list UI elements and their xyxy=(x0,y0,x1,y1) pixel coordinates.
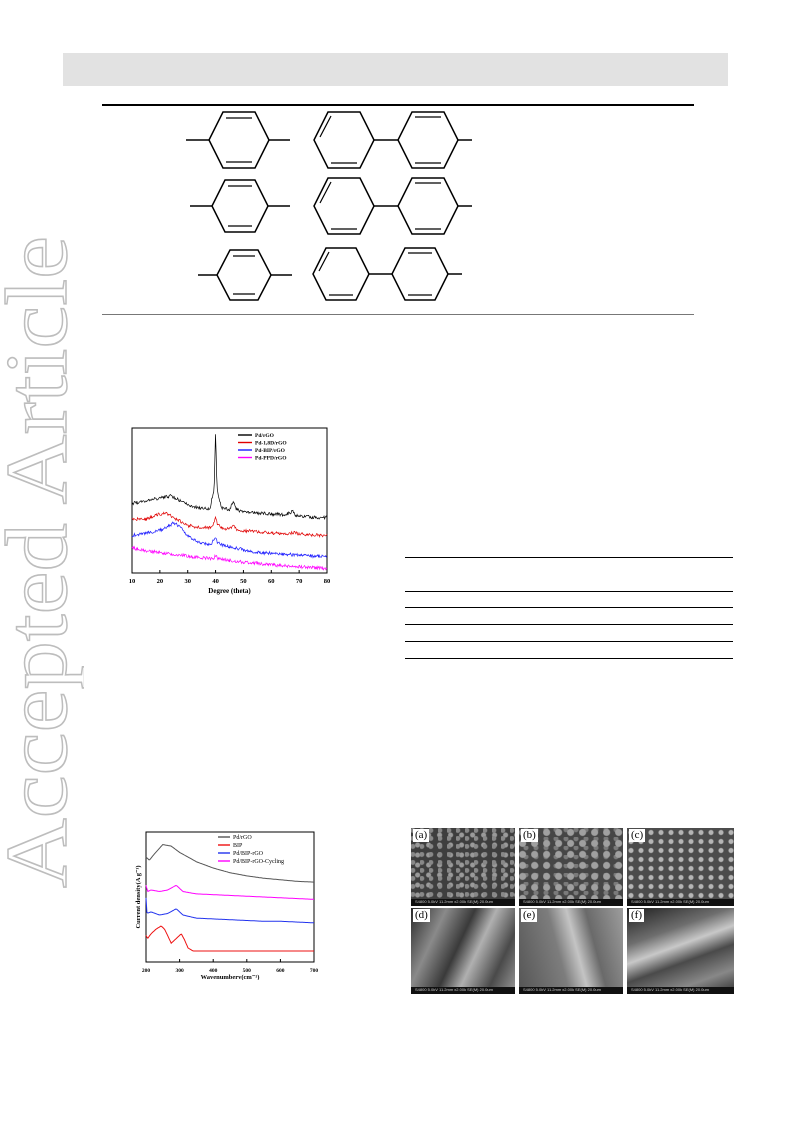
table-bottom-rule xyxy=(102,314,694,315)
sem-label-c: (c) xyxy=(629,829,646,842)
sem-panel-c: (c) S4800 5.0kV 11.2mm x2.00k SE(M) 20.0… xyxy=(627,828,734,906)
sem-panel-b: (b) S4800 5.0kV 11.2mm x2.00k SE(M) 20.0… xyxy=(519,828,623,906)
x-tick-label-6: 70 xyxy=(296,578,303,585)
right-table-rule-2 xyxy=(405,591,733,592)
series-line-3 xyxy=(131,545,328,571)
table-top-rule xyxy=(102,104,694,106)
sem-label-e: (e) xyxy=(521,909,538,922)
x-tick-label-1: 300 xyxy=(175,968,184,974)
sem-footer-b: S4800 5.0kV 11.2mm x2.00k SE(M) 20.0um xyxy=(519,899,623,906)
sem-label-f: (f) xyxy=(629,909,644,922)
sem-label-a: (a) xyxy=(413,829,430,842)
sem-label-d: (d) xyxy=(413,909,430,922)
series-line-2 xyxy=(145,897,314,924)
sem-footer-d: S4800 5.0kV 11.2mm x2.00k SE(M) 20.0um xyxy=(411,987,515,994)
legend-label-0: Pd/rGO xyxy=(233,835,252,841)
legend-label-2: Pd/BIP-rGO xyxy=(233,851,264,857)
legend-label-3: Pd-PPD/rGO xyxy=(255,455,287,461)
sem-label-b: (b) xyxy=(521,829,538,842)
legend-label-0: Pd/rGO xyxy=(255,433,275,439)
biphenyl-structure-1 xyxy=(313,111,472,169)
series-line-1 xyxy=(131,511,328,538)
sem-image-grid: (a) S4800 5.0kV 11.2mm x2.00k SE(M) 20.0… xyxy=(411,826,734,1062)
right-table-rule-5 xyxy=(405,641,733,642)
benzene-structure-1 xyxy=(186,111,290,169)
x-axis-label: Degree (theta) xyxy=(208,587,251,595)
right-table-rule-3 xyxy=(405,607,733,608)
x-tick-label-0: 200 xyxy=(142,968,151,974)
plot-frame xyxy=(145,831,315,963)
x-tick-label-7: 80 xyxy=(324,578,331,585)
header-bar xyxy=(63,53,728,86)
sem-panel-d: (d) S4800 5.0kV 11.2mm x2.00k SE(M) 20.0… xyxy=(411,908,515,994)
x-tick-label-5: 700 xyxy=(310,968,319,974)
plot-frame xyxy=(131,427,328,574)
sem-panel-a: (a) S4800 5.0kV 11.2mm x2.00k SE(M) 20.0… xyxy=(411,828,515,906)
xrd-chart: 10 20 30 40 50 60 70 80 Degree (theta) Pd/rGOPd-1… xyxy=(129,427,331,595)
right-table-rule-1 xyxy=(405,557,733,558)
accepted-article-watermark: Accepted Article xyxy=(0,235,84,888)
sem-panel-f: (f) S4800 5.0kV 11.2mm x2.00k SE(M) 20.0… xyxy=(627,908,734,994)
watermark-text: Accepted Article xyxy=(0,236,84,888)
benzene-structure-2 xyxy=(190,179,290,233)
biphenyl-structure-2 xyxy=(313,177,472,235)
right-table-rule-6 xyxy=(405,658,733,659)
x-tick-label-4: 600 xyxy=(276,968,285,974)
x-tick-label-0: 10 xyxy=(129,578,136,585)
series-line-2 xyxy=(131,521,327,559)
right-table-rule-4 xyxy=(405,624,733,625)
legend-label-3: Pd/BIP-rGO-Cycling xyxy=(233,859,284,865)
x-tick-label-3: 500 xyxy=(243,968,252,974)
x-tick-label-5: 60 xyxy=(268,578,275,585)
benzene-structure-3 xyxy=(198,249,292,301)
sem-footer-e: S4800 5.0kV 11.2mm x2.00k SE(M) 20.0um xyxy=(519,987,623,994)
y-axis-label: Current density(A g⁻¹) xyxy=(135,865,142,928)
biphenyl-structure-3 xyxy=(312,247,462,301)
legend-label-1: Pd-1,8D/rGO xyxy=(255,440,287,446)
series-line-0 xyxy=(145,843,314,883)
x-tick-label-3: 40 xyxy=(212,578,219,585)
x-tick-label-2: 400 xyxy=(209,968,218,974)
sem-panel-e: (e) S4800 5.0kV 11.2mm x2.00k SE(M) 20.0… xyxy=(519,908,623,994)
series-line-1 xyxy=(145,884,314,900)
sem-footer-c: S4800 5.0kV 11.2mm x2.00k SE(M) 20.0um xyxy=(627,899,734,906)
sem-footer-f: S4800 5.0kV 11.2mm x2.00k SE(M) 20.0um xyxy=(627,987,734,994)
series-line-0 xyxy=(131,434,328,521)
series-line-3 xyxy=(145,925,314,952)
x-tick-label-4: 50 xyxy=(240,578,247,585)
x-axis-label: Wavenumberv(cm⁻¹) xyxy=(201,974,260,980)
legend-label-2: Pd-BIP/rGO xyxy=(255,448,286,454)
cv-chart: 200 300 400 500 600 700 Wavenumberv(cm⁻¹) Curre… xyxy=(135,831,319,980)
sem-footer-a: S4800 5.0kV 11.2mm x2.00k SE(M) 20.0um xyxy=(411,899,515,906)
x-tick-label-2: 30 xyxy=(184,578,191,585)
legend-label-1: BIP xyxy=(233,843,243,849)
x-tick-label-1: 20 xyxy=(157,578,164,585)
